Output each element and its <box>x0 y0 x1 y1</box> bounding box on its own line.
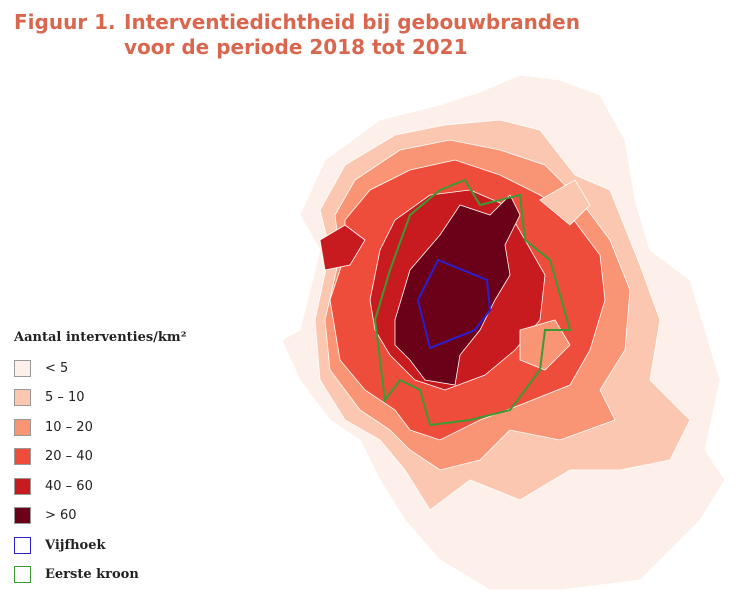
map-region <box>519 319 571 371</box>
legend-label: 40 – 60 <box>45 478 93 494</box>
legend-label: 20 – 40 <box>45 449 93 464</box>
legend-swatch <box>14 536 31 554</box>
title-line: voor de periode 2018 tot 2021 <box>124 35 468 59</box>
legend-label: Vijfhoek <box>45 537 106 553</box>
legend-item: Eerste kroon <box>14 565 139 585</box>
legend-item: < 5 <box>14 358 68 378</box>
legend-swatch <box>14 389 31 406</box>
legend-item: 5 – 10 <box>14 388 85 408</box>
legend-label: < 5 <box>45 360 69 376</box>
legend-label: Eerste kroon <box>45 567 139 582</box>
map-region <box>539 179 591 226</box>
map-region <box>394 194 521 386</box>
legend-label: 10 – 20 <box>45 419 93 435</box>
figure-label: Figuur 1. <box>14 10 116 34</box>
legend-label: 5 – 10 <box>45 390 85 405</box>
legend-item: 10 – 20 <box>14 417 93 437</box>
map-region <box>319 224 366 271</box>
eerste-kroon-outline <box>373 178 572 427</box>
legend-swatch <box>14 507 31 524</box>
legend-item: > 60 <box>14 506 77 526</box>
legend-swatch <box>14 418 31 436</box>
legend-item: 20 – 40 <box>14 447 93 467</box>
legend-swatch <box>14 448 31 465</box>
legend-swatch <box>14 566 31 583</box>
legend-label: > 60 <box>45 508 77 523</box>
vijfhoek-outline <box>416 258 492 350</box>
legend-title: Aantal interventies/km² <box>14 330 187 345</box>
legend-item: Vijfhoek <box>14 535 106 555</box>
legend-swatch <box>14 359 31 377</box>
title-line: Interventiedichtheid bij gebouwbranden <box>124 10 580 34</box>
legend-item: 40 – 60 <box>14 476 93 496</box>
legend-swatch <box>14 477 31 495</box>
